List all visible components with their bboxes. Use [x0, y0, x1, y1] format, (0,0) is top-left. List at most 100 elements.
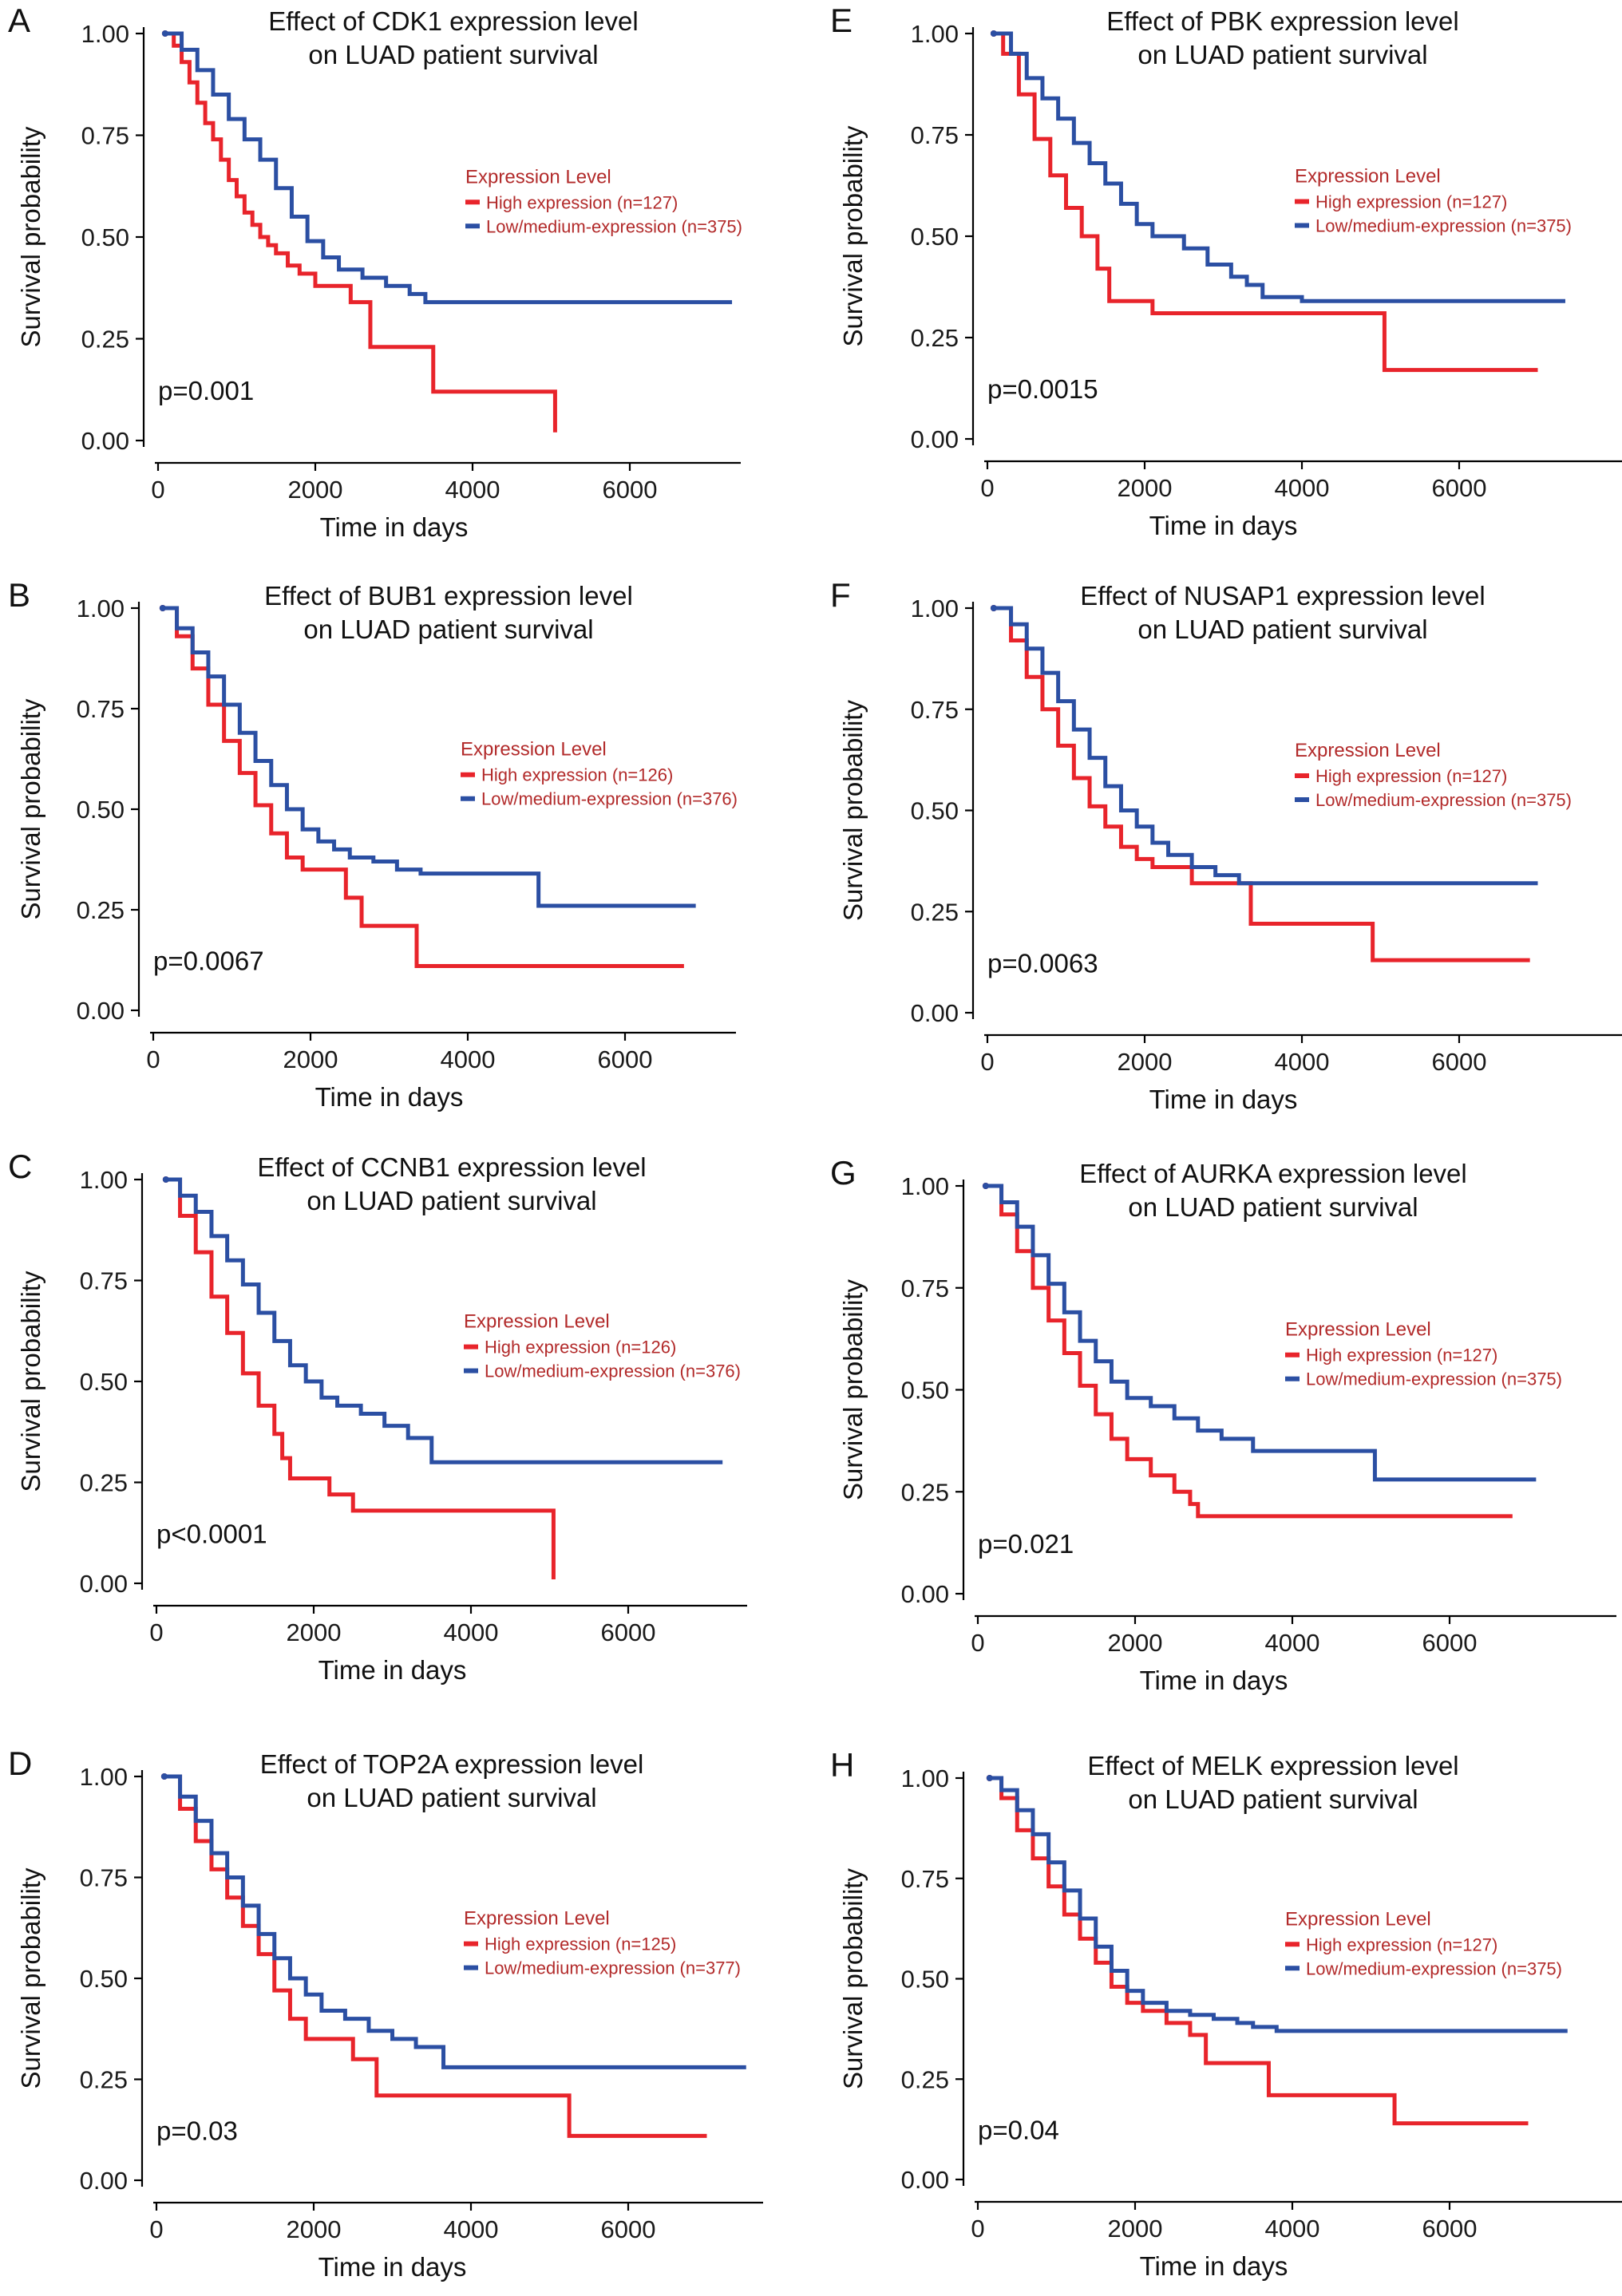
legend-entry: Low/medium-expression (n=375)	[1315, 790, 1572, 810]
km-curve-low	[993, 31, 1565, 303]
chart-title-line-1: Effect of NUSAP1 expression level	[1080, 581, 1485, 611]
curve-start-point	[982, 1183, 989, 1189]
y-tick-label: 0.00	[80, 1570, 128, 1598]
y-axis-label: Survival probability	[16, 1271, 45, 1492]
y-tick-label: 1.00	[911, 595, 959, 622]
x-tick-label: 2000	[288, 476, 343, 504]
legend-entry: Low/medium-expression (n=376)	[485, 1361, 741, 1381]
panel-label-D: D	[8, 1745, 32, 1782]
y-axis-label: Survival probability	[838, 700, 868, 921]
y-tick-label: 0.25	[77, 896, 125, 924]
legend-entry: High expression (n=125)	[485, 1934, 676, 1954]
p-value: p=0.001	[158, 376, 254, 405]
legend-title: Expression Level	[464, 1311, 610, 1333]
y-tick-label: 0.75	[80, 1267, 128, 1295]
y-tick-label: 0.75	[77, 695, 125, 723]
legend-entry: High expression (n=127)	[1306, 1346, 1497, 1365]
y-tick-label: 0.50	[901, 1377, 949, 1405]
x-axis-label: Time in days	[1149, 511, 1298, 540]
y-tick-label: 0.50	[77, 796, 125, 824]
km-curve-low	[993, 606, 1538, 886]
y-tick-label: 0.50	[81, 223, 129, 251]
panel-label-H: H	[830, 1746, 854, 1784]
chart-title-line-2: on LUAD patient survival	[1137, 40, 1427, 69]
y-tick-label: 0.75	[81, 122, 129, 150]
chart-title-line-2: on LUAD patient survival	[1128, 1784, 1418, 1814]
y-tick-label: 1.00	[80, 1763, 128, 1791]
p-value: p=0.03	[156, 2116, 238, 2145]
panel-label-G: G	[830, 1154, 856, 1191]
km-curve-low	[164, 31, 733, 305]
chart-title-line-1: Effect of PBK expression level	[1106, 6, 1458, 36]
x-tick-label: 6000	[1422, 1629, 1478, 1657]
y-tick-label: 0.25	[911, 324, 959, 352]
km-curve-low	[164, 1774, 746, 2069]
km-curve-low	[162, 606, 696, 908]
km-curve-high	[985, 1184, 1513, 1519]
x-tick-label: 4000	[1275, 474, 1330, 502]
curve-start-point	[986, 1775, 993, 1781]
curve-start-point	[160, 1773, 168, 1780]
legend-title: Expression Level	[464, 1908, 610, 1930]
p-value: p=0.021	[978, 1529, 1074, 1559]
p-value: p=0.0063	[987, 948, 1098, 978]
legend-entry: High expression (n=127)	[1315, 766, 1507, 786]
y-tick-label: 0.50	[901, 1966, 949, 1994]
x-tick-label: 0	[149, 1618, 163, 1646]
legend-title: Expression Level	[1285, 1908, 1431, 1930]
y-tick-label: 0.00	[901, 1580, 949, 1608]
y-tick-label: 0.75	[911, 696, 959, 724]
km-curve-high	[993, 31, 1538, 373]
panel-label-B: B	[8, 576, 30, 614]
x-axis-label: Time in days	[315, 1082, 464, 1112]
panel-label-F: F	[830, 576, 851, 614]
chart-title-line-2: on LUAD patient survival	[307, 1783, 596, 1812]
p-value: p<0.0001	[156, 1519, 267, 1548]
y-tick-label: 0.25	[81, 326, 129, 354]
y-tick-label: 0.50	[80, 1965, 128, 1993]
chart-title-line-1: Effect of BUB1 expression level	[264, 581, 633, 611]
y-tick-label: 0.00	[911, 999, 959, 1027]
y-tick-label: 0.00	[901, 2166, 949, 2194]
y-tick-label: 0.75	[901, 1274, 949, 1302]
km-curve-low	[165, 1177, 723, 1464]
chart-title-line-1: Effect of TOP2A expression level	[260, 1749, 644, 1779]
legend-entry: High expression (n=127)	[1315, 192, 1507, 211]
y-tick-label: 1.00	[81, 20, 129, 48]
legend-entry: High expression (n=127)	[1306, 1934, 1497, 1954]
x-tick-label: 4000	[1275, 1048, 1330, 1076]
x-tick-label: 2000	[287, 1618, 342, 1646]
y-axis-label: Survival probability	[16, 1867, 45, 2089]
chart-title-line-2: on LUAD patient survival	[1128, 1192, 1418, 1222]
chart-title-line-1: Effect of MELK expression level	[1087, 1751, 1458, 1780]
y-tick-label: 0.75	[911, 121, 959, 149]
y-tick-label: 1.00	[901, 1172, 949, 1200]
x-tick-label: 4000	[1265, 1629, 1320, 1657]
y-tick-label: 0.50	[911, 223, 959, 251]
y-tick-label: 0.25	[901, 1478, 949, 1506]
chart-title-line-1: Effect of CDK1 expression level	[268, 6, 638, 36]
curve-start-point	[162, 1176, 169, 1183]
x-tick-label: 6000	[601, 2215, 656, 2243]
x-tick-label: 6000	[1422, 2215, 1478, 2243]
legend-title: Expression Level	[1295, 165, 1441, 187]
km-curve-low	[985, 1184, 1537, 1482]
x-tick-label: 2000	[283, 1045, 338, 1073]
x-axis-label: Time in days	[1140, 1666, 1288, 1695]
legend-entry: High expression (n=126)	[481, 765, 673, 785]
y-tick-label: 0.25	[901, 2065, 949, 2093]
y-axis-label: Survival probability	[16, 698, 45, 919]
x-tick-label: 0	[971, 2215, 984, 2243]
legend-title: Expression Level	[461, 739, 607, 761]
x-tick-label: 6000	[1432, 1048, 1487, 1076]
km-curve-high	[989, 1776, 1529, 2126]
x-tick-label: 2000	[1108, 2215, 1163, 2243]
x-tick-label: 0	[146, 1045, 160, 1073]
legend-entry: High expression (n=126)	[485, 1338, 676, 1357]
chart-title-line-1: Effect of AURKA expression level	[1079, 1159, 1466, 1188]
legend-title: Expression Level	[465, 166, 611, 188]
chart-title-line-2: on LUAD patient survival	[303, 615, 593, 644]
curve-start-point	[159, 605, 166, 611]
x-tick-label: 4000	[444, 2215, 499, 2243]
